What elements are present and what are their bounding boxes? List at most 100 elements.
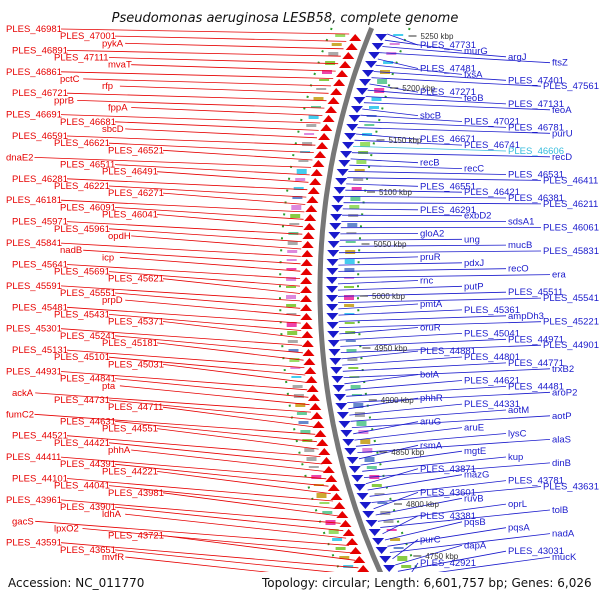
right-gene-arrow: [344, 448, 357, 455]
left-gene-arrow: [309, 403, 322, 410]
left-feature-block: [289, 223, 300, 225]
right-feature-block: [360, 439, 371, 444]
left-label-connector: [34, 413, 316, 435]
left-gene-label: PLES_45181: [102, 338, 158, 349]
right-label-connector: [377, 503, 507, 522]
right-gene-label: kup: [508, 452, 523, 463]
right-gene-arrow: [326, 277, 339, 284]
left-feature-block: [291, 205, 302, 210]
left-feature-block: [287, 331, 298, 335]
right-gene-arrow: [365, 61, 378, 68]
right-feature-block: [393, 34, 404, 36]
tick-label: 4900 kbp: [381, 396, 414, 405]
right-gene-arrow: [330, 367, 343, 374]
right-gene-arrow: [353, 484, 366, 491]
right-label-connector: [337, 280, 419, 285]
right-gene-arrow: [327, 250, 340, 257]
left-feature-block: [311, 475, 322, 479]
left-gene-label: PLES_44551: [102, 424, 158, 435]
left-gene-label: PLES_45971: [12, 217, 68, 228]
left-label-connector: [131, 449, 325, 472]
right-label-connector: [348, 397, 419, 410]
left-label-connector: [162, 278, 301, 294]
left-feature-block: [304, 133, 315, 135]
tick-label: 5050 kbp: [374, 240, 407, 249]
left-gene-label: PLES_45371: [108, 317, 164, 328]
left-gene-arrow: [301, 340, 314, 347]
left-gene-label: PLES_45591: [6, 281, 62, 292]
right-gene-label: PLES_44971: [508, 334, 564, 345]
right-gene-arrow: [362, 511, 375, 518]
right-gene-label: PLES_45041: [464, 328, 520, 339]
left-label-connector: [114, 506, 344, 532]
right-label-connector: [395, 544, 463, 566]
left-gene-label: PLES_43651: [60, 545, 116, 556]
left-feature-block: [286, 295, 296, 299]
left-gene-arrow: [318, 133, 331, 140]
right-gene-label: aruE: [464, 423, 484, 434]
right-gene-label: alaS: [552, 434, 571, 445]
left-label-connector: [60, 285, 301, 302]
left-label-connector: [114, 463, 329, 487]
left-gene-label: mvaT: [108, 60, 132, 71]
right-gene-label: PLES_44771: [508, 358, 564, 369]
right-gene-label: PLES_43031: [508, 546, 564, 557]
right-gene-arrow: [383, 565, 396, 572]
right-gene-label: PLES_46211: [543, 199, 598, 210]
left-feature-block: [322, 70, 332, 74]
left-feature-block: [319, 502, 330, 504]
right-label-connector: [367, 89, 463, 99]
left-label-connector: [66, 92, 327, 102]
left-label-connector: [119, 256, 301, 272]
right-gene-arrow: [371, 43, 384, 50]
left-gene-label: PLES_46271: [108, 188, 164, 199]
left-label-connector: [60, 499, 341, 524]
right-gene-arrow: [338, 421, 351, 428]
left-feature-block: [287, 250, 298, 253]
right-gene-label: PLES_47131: [508, 99, 564, 110]
left-label-connector: [82, 528, 353, 554]
right-feature-block: [346, 232, 357, 234]
left-gene-label: PLES_43591: [6, 538, 62, 549]
right-gene-label: mucB: [508, 240, 532, 251]
left-label-connector: [108, 399, 313, 420]
left-feature-block: [291, 376, 302, 378]
right-feature-block: [401, 565, 412, 568]
tick-label: 4850 kbp: [391, 448, 424, 457]
right-gene-label: tolB: [552, 505, 568, 516]
right-gene-label: dapA: [464, 540, 487, 551]
right-gene-arrow: [336, 412, 349, 419]
right-gene-arrow: [326, 295, 338, 302]
left-label-connector: [114, 292, 301, 309]
right-gene-arrow: [368, 529, 381, 536]
right-feature-block: [353, 178, 364, 181]
right-gene-arrow: [359, 502, 372, 509]
right-gene-label: PLES_44881: [420, 346, 476, 357]
right-gene-label: putP: [464, 281, 484, 292]
left-label-connector: [114, 421, 317, 443]
right-label-connector: [380, 52, 551, 64]
left-feature-block: [298, 160, 309, 162]
right-gene-label: feoA: [552, 105, 572, 116]
right-label-connector: [343, 202, 542, 205]
right-gene-label: PLES_43871: [420, 464, 476, 475]
map-title: Pseudomonas aeruginosa LESB58, complete …: [112, 11, 459, 26]
right-label-connector: [339, 238, 463, 241]
right-label-connector: [382, 515, 419, 535]
right-label-connector: [342, 356, 463, 366]
right-gene-arrow: [379, 556, 392, 563]
right-gene-label: dinB: [552, 458, 571, 469]
right-feature-block: [377, 79, 388, 84]
right-label-connector: [347, 177, 542, 181]
right-label-connector: [339, 244, 507, 247]
right-feature-block: [371, 97, 382, 101]
left-gene-arrow: [301, 250, 314, 257]
right-label-connector: [367, 474, 463, 491]
right-gene-label: PLES_47401: [508, 75, 564, 86]
left-label-connector: [108, 142, 314, 153]
right-gene-arrow: [375, 547, 388, 554]
right-label-connector: [387, 33, 419, 46]
right-label-connector: [349, 403, 463, 416]
right-gene-label: PLES_46291: [420, 205, 476, 216]
left-gene-arrow: [300, 313, 313, 320]
